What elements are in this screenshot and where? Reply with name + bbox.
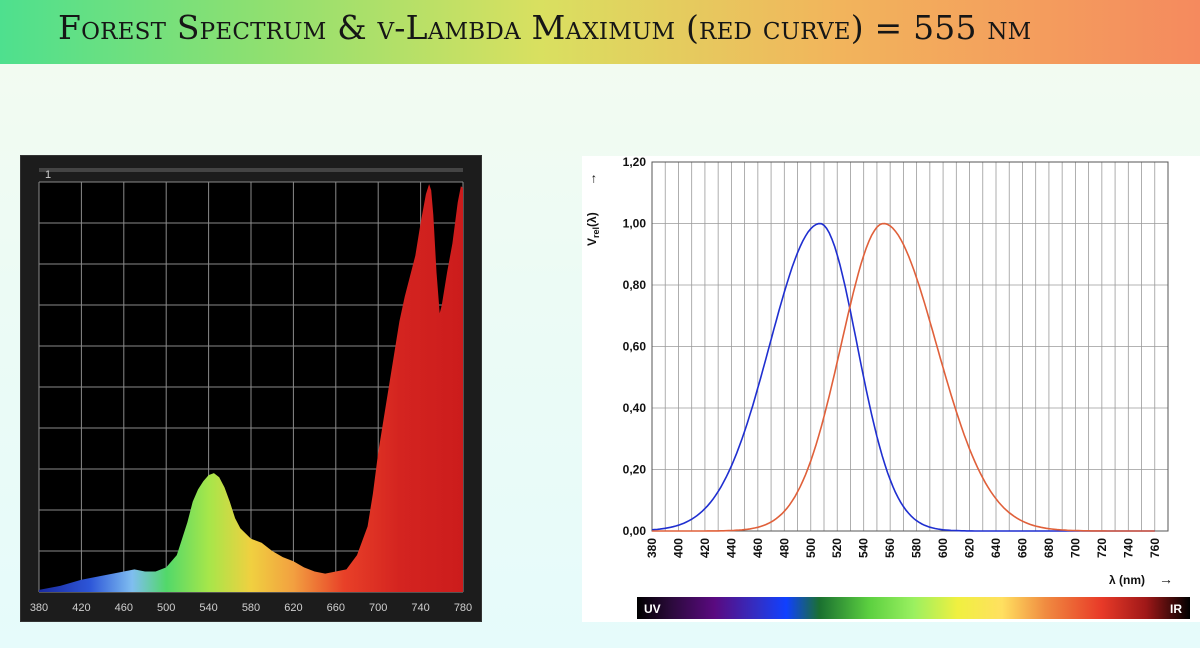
x-tick-label: 500 — [804, 538, 818, 558]
x-tick-labels: 380 400 420 440 460 480 500 520 540 560 580 600 620 6… — [645, 538, 1162, 558]
x-tick-label: 740 — [1121, 538, 1135, 558]
curves — [651, 222, 1155, 532]
x-tick-label: 480 — [777, 538, 791, 558]
forest-spectrum-panel: 1 380 420 460 500 540 580 620 660 700 740 780 — [20, 155, 482, 622]
spectrum-header-strip — [39, 168, 463, 172]
x-tick-label: 380 — [30, 602, 48, 614]
y-tick-labels: 0,00 0,20 0,40 0,60 0,80 1,00 1,20 — [623, 155, 647, 538]
y-tick-label: 0,20 — [623, 463, 647, 477]
x-axis-arrow: → — [1159, 571, 1173, 587]
x-tick-label: 740 — [411, 602, 429, 614]
y-axis-arrow: → — [584, 173, 599, 186]
x-tick-label: 400 — [671, 538, 685, 558]
y-tick-label: 0,40 — [623, 401, 647, 415]
x-tick-label: 760 — [1148, 538, 1162, 558]
grid — [651, 161, 1169, 532]
x-tick-label: 460 — [115, 602, 133, 614]
x-tick-label: 580 — [242, 602, 260, 614]
v-lambda-chart: 0,00 0,20 0,40 0,60 0,80 1,00 1,20 380 400 420 44… — [584, 155, 1190, 619]
v-lambda-panel: 0,00 0,20 0,40 0,60 0,80 1,00 1,20 380 400 420 44… — [582, 155, 1200, 622]
panel-label: 1 — [45, 169, 51, 181]
x-tick-label: 520 — [830, 538, 844, 558]
x-tick-label: 640 — [989, 538, 1003, 558]
x-tick-label: 580 — [910, 538, 924, 558]
x-tick-label: 660 — [327, 602, 345, 614]
title-bar: Forest Spectrum & v-Lambda Maximum (red … — [0, 0, 1200, 64]
x-tick-label: 420 — [698, 538, 712, 558]
x-axis-label: λ (nm) — [1109, 573, 1145, 587]
y-axis-label: Vrel(λ) — [585, 212, 601, 246]
x-tick-label: 700 — [369, 602, 387, 614]
y-tick-label: 1,00 — [623, 217, 647, 231]
x-tick-label: 440 — [724, 538, 738, 558]
page-title: Forest Spectrum & v-Lambda Maximum (red … — [58, 8, 1032, 47]
plot-frame — [651, 161, 1169, 532]
x-tick-label: 420 — [72, 602, 90, 614]
y-tick-label: 0,00 — [623, 524, 647, 538]
x-tick-label: 600 — [936, 538, 950, 558]
forest-spectrum-chart: 1 380 420 460 500 540 580 620 660 700 740 780 — [30, 168, 472, 614]
x-tick-label: 720 — [1095, 538, 1109, 558]
y-tick-label: 1,20 — [623, 156, 647, 169]
x-tick-label: 540 — [199, 602, 217, 614]
photopic-curve — [652, 222, 1155, 532]
spectrum-area — [39, 184, 463, 592]
y-tick-label: 0,80 — [623, 278, 647, 292]
x-tick-label: 680 — [1042, 538, 1056, 558]
x-tick-label: 780 — [454, 602, 472, 614]
spectrum-bar — [637, 597, 1190, 619]
x-tick-label: 540 — [857, 538, 871, 558]
x-tick-label: 700 — [1068, 538, 1082, 558]
y-tick-label: 0,60 — [623, 340, 647, 354]
spectrum-bar-uv-label: UV — [644, 602, 661, 616]
x-tick-label: 620 — [284, 602, 302, 614]
x-tick-label: 560 — [883, 538, 897, 558]
x-tick-labels: 380 420 460 500 540 580 620 660 700 740 780 — [30, 602, 472, 614]
x-tick-label: 500 — [157, 602, 175, 614]
x-tick-label: 620 — [963, 538, 977, 558]
spectrum-bar-ir-label: IR — [1170, 602, 1182, 616]
x-tick-label: 660 — [1015, 538, 1029, 558]
x-tick-label: 380 — [645, 538, 659, 558]
x-tick-label: 460 — [751, 538, 765, 558]
